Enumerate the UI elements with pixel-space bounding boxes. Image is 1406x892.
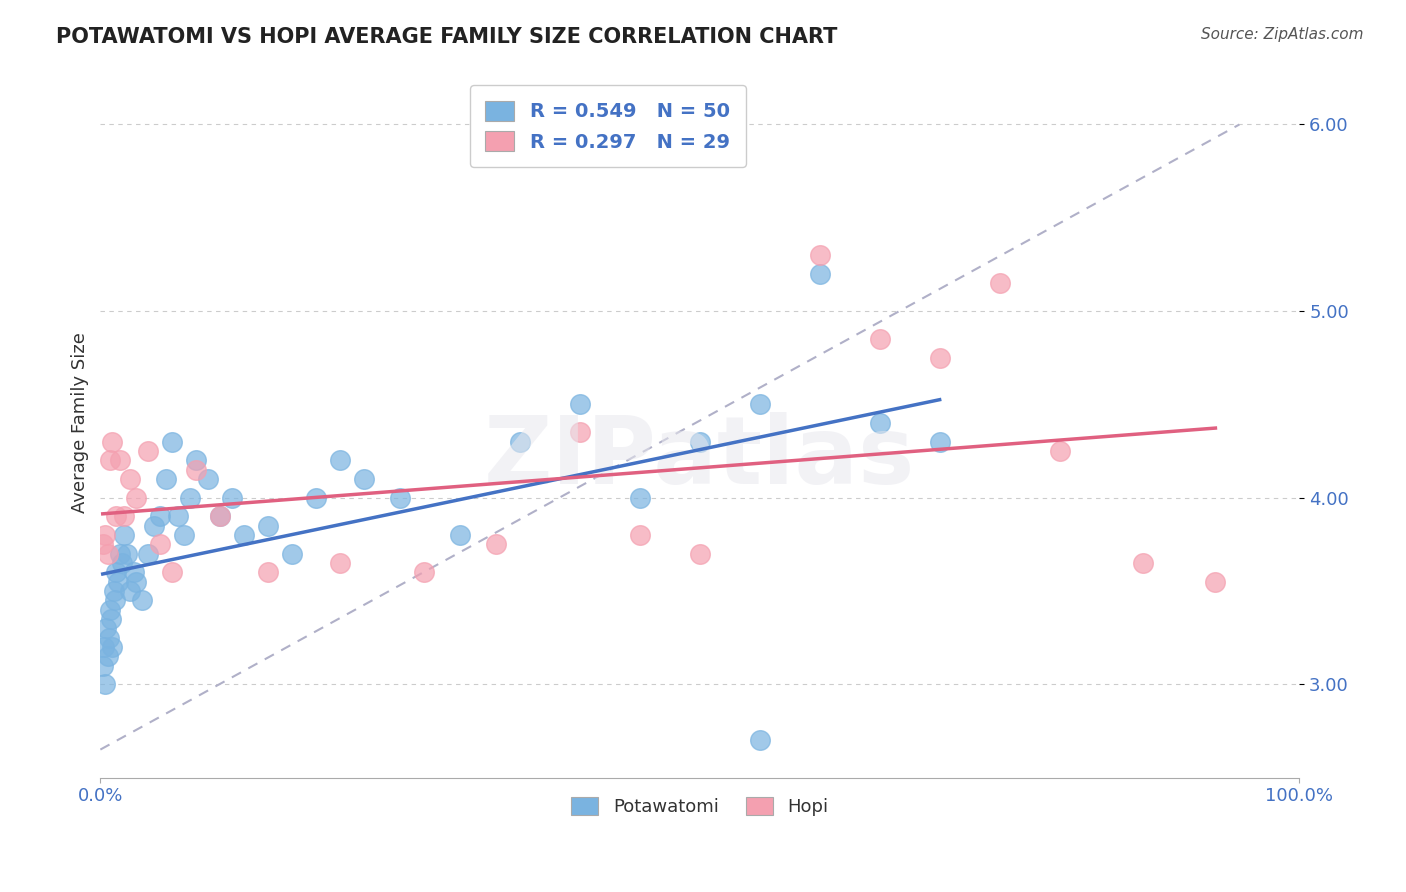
Text: POTAWATOMI VS HOPI AVERAGE FAMILY SIZE CORRELATION CHART: POTAWATOMI VS HOPI AVERAGE FAMILY SIZE C… [56, 27, 838, 46]
Point [120, 584, 142, 599]
Point [125, 574, 148, 589]
Point [136, 444, 159, 458]
Point [93, 640, 115, 654]
Point [162, 566, 184, 580]
Point [329, 556, 352, 570]
Point [233, 528, 256, 542]
Point [1049, 444, 1071, 458]
Point [353, 472, 375, 486]
Point [413, 566, 436, 580]
Point [197, 472, 219, 486]
Point [98, 453, 121, 467]
Point [162, 434, 184, 449]
Point [628, 528, 651, 542]
Point [221, 491, 243, 505]
Point [120, 472, 142, 486]
Point [173, 528, 195, 542]
Point [91, 537, 114, 551]
Point [96, 547, 118, 561]
Point [122, 566, 145, 580]
Point [136, 547, 159, 561]
Point [91, 658, 114, 673]
Point [869, 332, 891, 346]
Point [485, 537, 508, 551]
Point [100, 612, 122, 626]
Point [98, 602, 121, 616]
Point [167, 509, 190, 524]
Point [568, 397, 591, 411]
Point [1132, 556, 1154, 570]
Point [808, 267, 831, 281]
Point [104, 593, 127, 607]
Point [104, 509, 127, 524]
Point [329, 453, 352, 467]
Y-axis label: Average Family Size: Average Family Size [72, 333, 89, 514]
Point [155, 472, 177, 486]
Point [186, 453, 208, 467]
Point [748, 733, 770, 747]
Point [281, 547, 304, 561]
Point [125, 491, 148, 505]
Point [101, 434, 124, 449]
Point [149, 537, 172, 551]
Point [449, 528, 471, 542]
Point [103, 584, 125, 599]
Point [1204, 574, 1226, 589]
Point [869, 416, 891, 430]
Point [149, 509, 172, 524]
Point [108, 453, 131, 467]
Point [97, 631, 120, 645]
Point [257, 566, 280, 580]
Point [257, 518, 280, 533]
Point [209, 509, 232, 524]
Text: ZIPatlas: ZIPatlas [484, 412, 915, 505]
Point [96, 621, 118, 635]
Point [94, 677, 117, 691]
Point [96, 649, 118, 664]
Point [748, 397, 770, 411]
Point [179, 491, 201, 505]
Point [186, 463, 208, 477]
Point [112, 509, 135, 524]
Point [94, 528, 117, 542]
Point [928, 351, 950, 365]
Point [509, 434, 531, 449]
Point [108, 547, 131, 561]
Point [689, 434, 711, 449]
Point [209, 509, 232, 524]
Point [115, 547, 138, 561]
Point [389, 491, 412, 505]
Point [689, 547, 711, 561]
Point [928, 434, 950, 449]
Text: Source: ZipAtlas.com: Source: ZipAtlas.com [1201, 27, 1364, 42]
Point [107, 574, 129, 589]
Point [305, 491, 328, 505]
Point [111, 556, 134, 570]
Point [131, 593, 153, 607]
Point [104, 566, 127, 580]
Point [808, 248, 831, 262]
Point [143, 518, 166, 533]
Point [101, 640, 124, 654]
Point [568, 425, 591, 440]
Point [988, 276, 1011, 290]
Point [112, 528, 135, 542]
Point [628, 491, 651, 505]
Legend: Potawatomi, Hopi: Potawatomi, Hopi [562, 788, 838, 825]
